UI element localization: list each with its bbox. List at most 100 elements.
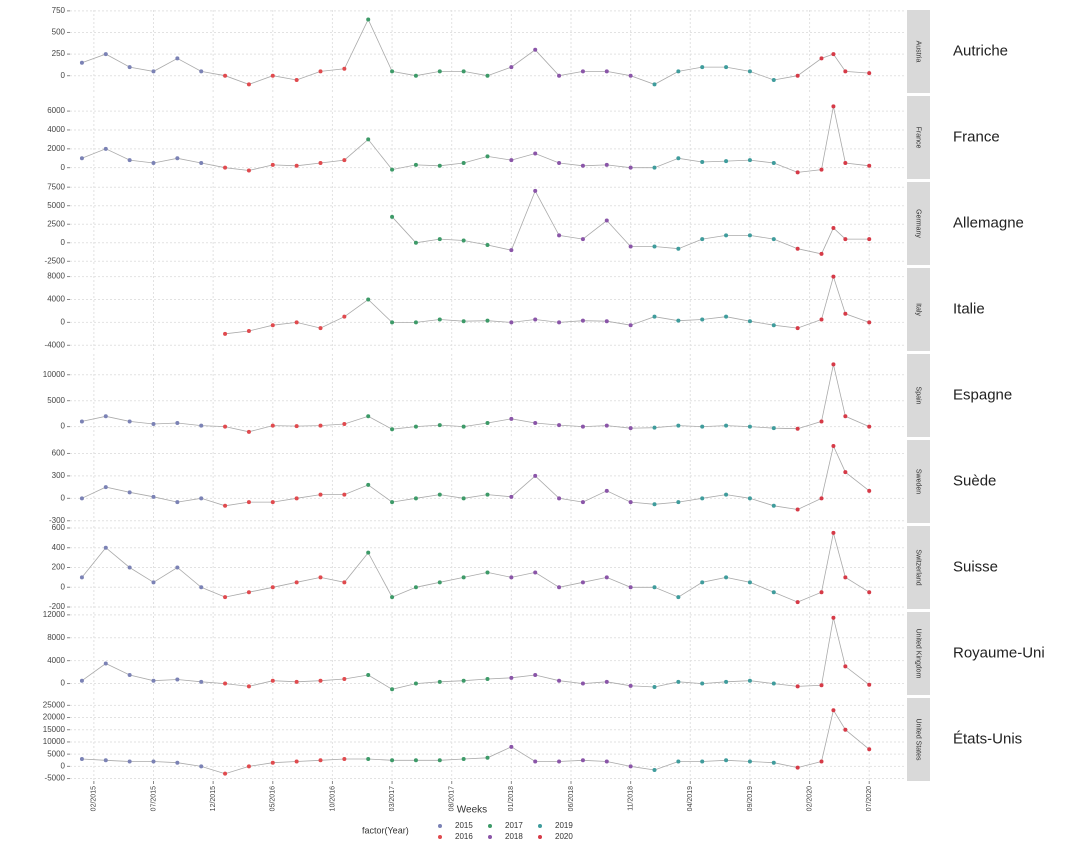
point bbox=[533, 570, 538, 575]
point bbox=[342, 422, 347, 427]
point bbox=[509, 675, 514, 680]
strip bbox=[907, 268, 930, 351]
point bbox=[342, 492, 347, 497]
point bbox=[127, 490, 132, 495]
point bbox=[485, 420, 490, 425]
point bbox=[533, 47, 538, 52]
point bbox=[485, 755, 490, 760]
point bbox=[413, 758, 418, 763]
y-tick-label: 7500 bbox=[47, 182, 65, 191]
y-tick-label: 0 bbox=[61, 582, 66, 591]
point bbox=[819, 167, 824, 172]
legend-label: 2018 bbox=[505, 832, 523, 841]
x-tick-label: 12/2015 bbox=[210, 786, 217, 811]
y-tick-label: 4000 bbox=[47, 656, 65, 665]
point bbox=[831, 225, 836, 230]
point bbox=[294, 320, 299, 325]
point bbox=[175, 420, 180, 425]
y-tick-label: 250 bbox=[52, 49, 66, 58]
x-tick-label: 11/2018 bbox=[627, 786, 634, 811]
strip-label: Italy bbox=[915, 303, 922, 316]
point bbox=[557, 759, 562, 764]
y-tick-label: 10000 bbox=[43, 370, 66, 379]
y-tick-label: 600 bbox=[52, 523, 66, 532]
point bbox=[318, 423, 323, 428]
point bbox=[461, 160, 466, 165]
point bbox=[509, 416, 514, 421]
point bbox=[390, 595, 395, 600]
point bbox=[294, 424, 299, 429]
point bbox=[628, 426, 633, 431]
strip bbox=[907, 96, 930, 179]
point bbox=[652, 502, 657, 507]
point bbox=[509, 320, 514, 325]
point bbox=[867, 320, 872, 325]
point bbox=[533, 188, 538, 193]
point bbox=[580, 237, 585, 242]
y-tick-label: 5000 bbox=[47, 396, 65, 405]
point bbox=[270, 423, 275, 428]
point bbox=[724, 159, 729, 164]
point bbox=[485, 242, 490, 247]
point bbox=[390, 167, 395, 172]
x-tick-label: 02/2015 bbox=[91, 786, 98, 811]
y-tick-label: 0 bbox=[61, 761, 66, 770]
point bbox=[318, 69, 323, 74]
panel-background bbox=[70, 698, 905, 781]
point bbox=[819, 683, 824, 688]
point bbox=[843, 575, 848, 580]
point bbox=[652, 684, 657, 689]
point bbox=[724, 492, 729, 497]
point bbox=[342, 676, 347, 681]
point bbox=[819, 419, 824, 424]
point bbox=[557, 585, 562, 590]
legend-label: 2017 bbox=[505, 821, 523, 830]
point bbox=[223, 331, 228, 336]
legend-label: 2015 bbox=[455, 821, 473, 830]
point bbox=[819, 590, 824, 595]
point bbox=[151, 69, 156, 74]
y-tick-label: 4000 bbox=[47, 125, 65, 134]
point bbox=[771, 78, 776, 83]
point bbox=[223, 424, 228, 429]
point bbox=[676, 759, 681, 764]
point bbox=[294, 78, 299, 83]
point bbox=[103, 545, 108, 550]
point bbox=[604, 423, 609, 428]
point bbox=[676, 246, 681, 251]
point bbox=[771, 237, 776, 242]
strip bbox=[907, 182, 930, 265]
point bbox=[103, 485, 108, 490]
point bbox=[652, 244, 657, 249]
point bbox=[175, 56, 180, 61]
point bbox=[485, 318, 490, 323]
point bbox=[819, 317, 824, 322]
point bbox=[747, 233, 752, 238]
point bbox=[485, 154, 490, 159]
point bbox=[461, 319, 466, 324]
point bbox=[223, 681, 228, 686]
point bbox=[246, 82, 251, 87]
y-tick-label: 0 bbox=[61, 238, 66, 247]
point bbox=[771, 426, 776, 431]
y-tick-label: -5000 bbox=[45, 774, 66, 783]
y-tick-label: 12000 bbox=[43, 610, 66, 619]
point bbox=[867, 590, 872, 595]
legend-label: 2016 bbox=[455, 832, 473, 841]
y-tick-label: 20000 bbox=[43, 713, 66, 722]
point bbox=[831, 530, 836, 535]
point bbox=[652, 585, 657, 590]
point bbox=[223, 503, 228, 508]
panel-background bbox=[70, 268, 905, 351]
point bbox=[533, 151, 538, 156]
strip-label: France bbox=[915, 127, 922, 149]
point bbox=[413, 681, 418, 686]
point bbox=[246, 500, 251, 505]
point bbox=[199, 423, 204, 428]
point bbox=[342, 314, 347, 319]
point bbox=[676, 500, 681, 505]
point bbox=[223, 73, 228, 78]
point bbox=[831, 443, 836, 448]
strip-label: Austria bbox=[915, 41, 922, 63]
point bbox=[199, 69, 204, 74]
